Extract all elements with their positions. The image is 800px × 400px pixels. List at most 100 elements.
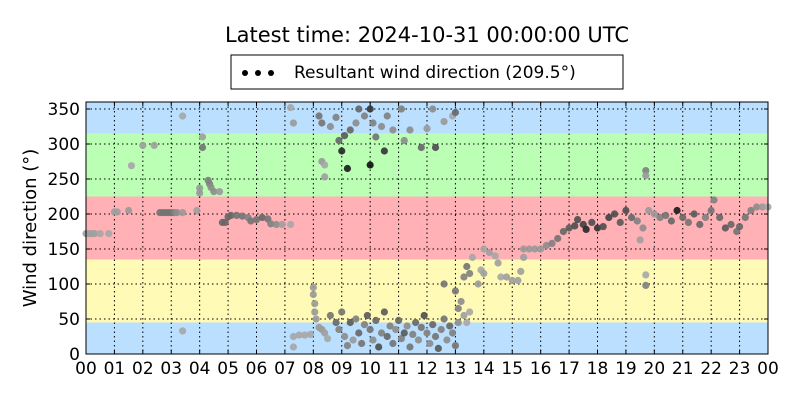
- data-point: [287, 220, 295, 229]
- data-point: [491, 252, 499, 260]
- x-tick-label: 15: [501, 359, 523, 379]
- data-point: [593, 224, 602, 232]
- data-point: [599, 223, 607, 231]
- data-point: [377, 122, 386, 131]
- data-point: [605, 213, 613, 222]
- data-point: [309, 290, 317, 299]
- data-point: [645, 206, 653, 215]
- data-point: [125, 206, 133, 215]
- data-point: [639, 224, 647, 232]
- data-point: [696, 220, 704, 229]
- data-point: [332, 318, 340, 327]
- data-point: [318, 119, 326, 127]
- x-tick-label: 16: [530, 359, 552, 379]
- data-point: [394, 316, 403, 324]
- data-point: [636, 236, 644, 244]
- data-point: [454, 304, 462, 313]
- data-point: [758, 203, 766, 211]
- data-point: [386, 322, 394, 330]
- data-point: [684, 218, 693, 226]
- y-tick-label: 300: [48, 135, 80, 155]
- data-point: [628, 213, 636, 222]
- data-point: [90, 230, 99, 238]
- data-point: [252, 216, 261, 224]
- data-point: [588, 218, 596, 226]
- data-point: [508, 276, 516, 285]
- data-point: [716, 213, 724, 222]
- data-point: [403, 322, 411, 330]
- x-tick-label: 07: [274, 359, 296, 379]
- data-point: [642, 281, 650, 289]
- data-point: [366, 325, 374, 334]
- y-tick-label: 150: [48, 240, 80, 260]
- data-point: [514, 276, 522, 285]
- data-point: [460, 273, 468, 281]
- data-point: [287, 104, 295, 112]
- data-point: [321, 329, 329, 337]
- data-point: [383, 112, 391, 120]
- x-tick-label: 01: [104, 359, 126, 379]
- x-tick-label: 12: [416, 359, 438, 379]
- data-point: [616, 218, 624, 226]
- data-point: [417, 143, 425, 152]
- data-point: [466, 308, 474, 316]
- data-point: [426, 339, 434, 348]
- data-point: [502, 273, 511, 281]
- data-point: [468, 253, 477, 261]
- data-point: [352, 119, 360, 127]
- data-point: [343, 164, 352, 173]
- x-tick-label: 04: [189, 359, 211, 379]
- data-point: [574, 216, 582, 224]
- data-point: [323, 335, 332, 343]
- data-point: [701, 213, 710, 222]
- data-point: [397, 105, 406, 113]
- data-point: [400, 136, 408, 145]
- data-point: [656, 213, 664, 222]
- x-tick-label: 18: [587, 359, 609, 379]
- data-point: [179, 209, 187, 217]
- data-point: [233, 211, 241, 219]
- data-point: [221, 218, 229, 226]
- data-point: [494, 259, 502, 267]
- data-point: [375, 343, 383, 351]
- data-point: [517, 267, 525, 275]
- data-point: [414, 336, 423, 344]
- data-point: [463, 318, 471, 327]
- data-point: [326, 311, 334, 320]
- data-point: [474, 280, 482, 288]
- legend-box: [230, 54, 624, 90]
- data-point: [306, 330, 315, 338]
- data-point: [346, 126, 354, 134]
- data-point: [301, 331, 309, 339]
- x-tick-label: 02: [132, 359, 154, 379]
- data-point: [679, 213, 687, 222]
- data-point: [667, 217, 675, 225]
- data-point: [466, 269, 474, 278]
- data-point: [406, 126, 414, 134]
- data-point: [446, 322, 454, 330]
- x-tick-label: 05: [217, 359, 239, 379]
- data-point: [429, 105, 437, 113]
- data-point: [457, 297, 465, 306]
- data-point: [332, 113, 340, 121]
- data-point: [321, 173, 329, 181]
- x-tick-label: 08: [303, 359, 325, 379]
- y-tick-label: 250: [48, 170, 80, 190]
- data-point: [735, 223, 744, 231]
- data-point: [448, 329, 457, 337]
- data-point: [173, 209, 181, 217]
- data-point: [440, 118, 448, 126]
- data-point: [335, 325, 343, 334]
- data-point: [429, 321, 437, 329]
- data-point: [537, 245, 545, 253]
- data-point: [431, 143, 440, 152]
- data-point: [380, 308, 388, 316]
- data-point: [440, 280, 448, 288]
- data-point: [372, 316, 380, 324]
- data-point: [673, 206, 681, 215]
- legend: Resultant wind direction (209.5°): [230, 54, 624, 90]
- data-point: [210, 188, 218, 196]
- data-point: [642, 171, 650, 180]
- data-point: [710, 196, 718, 204]
- data-point: [343, 342, 352, 350]
